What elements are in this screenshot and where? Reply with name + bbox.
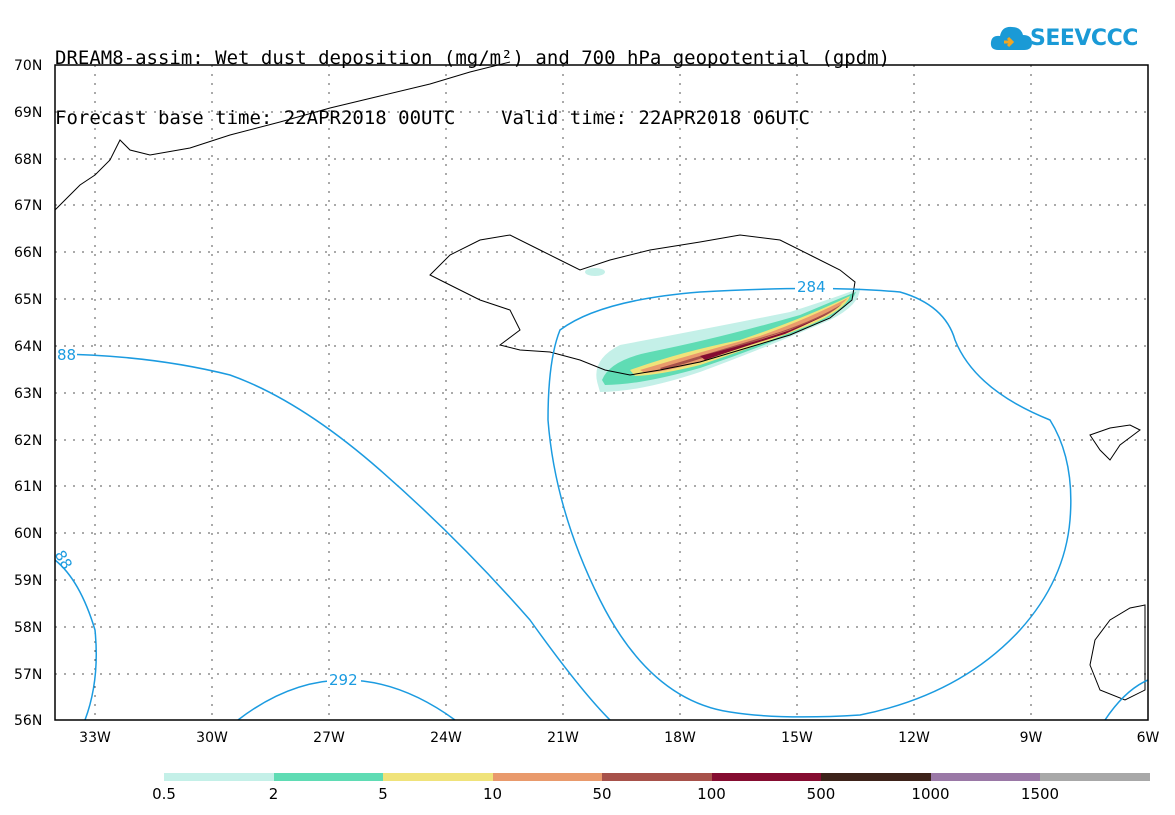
lon-label: 21W bbox=[547, 730, 579, 746]
contour-288-west bbox=[54, 353, 611, 721]
lat-label: 60N bbox=[14, 526, 42, 542]
longitude-labels: 33W 30W 27W 24W 21W 18W 15W 12W 9W 6W bbox=[79, 730, 1159, 746]
lat-label: 56N bbox=[14, 713, 42, 729]
lat-label: 70N bbox=[14, 58, 42, 74]
lat-label: 61N bbox=[14, 479, 42, 495]
logo-text: SEEVCCC bbox=[1030, 26, 1138, 51]
contour-288-se bbox=[1104, 679, 1149, 721]
colorbar-segment bbox=[383, 773, 493, 781]
dust-plume bbox=[585, 268, 860, 392]
lon-label: 24W bbox=[430, 730, 462, 746]
title-line-1: DREAM8-assim: Wet dust deposition (mg/m²… bbox=[55, 47, 891, 69]
lon-label: 30W bbox=[196, 730, 228, 746]
colorbar-label: 1500 bbox=[1020, 785, 1060, 803]
colorbar-label: 2 bbox=[268, 785, 279, 803]
lat-label: 65N bbox=[14, 292, 42, 308]
colorbar-label: 10 bbox=[482, 785, 503, 803]
contour-288-sw bbox=[54, 559, 97, 721]
map-frame bbox=[54, 64, 1149, 721]
map-figure: 284 88 88 292 70N 69N 68N 67N 66N 65N 64… bbox=[14, 58, 1160, 746]
lat-label: 58N bbox=[14, 620, 42, 636]
coastlines bbox=[54, 61, 1146, 701]
seevccc-logo: SEEVCCC bbox=[990, 22, 1140, 56]
colorbar-label: 5 bbox=[378, 785, 388, 803]
contour-label-288-a: 88 bbox=[57, 346, 76, 364]
lon-label: 15W bbox=[781, 730, 813, 746]
lat-label: 64N bbox=[14, 339, 42, 355]
map-title: DREAM8-assim: Wet dust deposition (mg/m²… bbox=[55, 8, 890, 148]
lat-label: 66N bbox=[14, 245, 42, 261]
colorbar-segment bbox=[711, 773, 821, 781]
colorbar-segment bbox=[602, 773, 712, 781]
lat-label: 57N bbox=[14, 667, 42, 683]
lat-label: 67N bbox=[14, 198, 42, 214]
lat-label: 59N bbox=[14, 573, 42, 589]
contour-label-292: 292 bbox=[329, 671, 358, 689]
colorbar-segment bbox=[930, 773, 1040, 781]
lon-label: 27W bbox=[313, 730, 345, 746]
geopotential-contours bbox=[54, 287, 1149, 721]
lon-label: 9W bbox=[1020, 730, 1043, 746]
colorbar-label: 1000 bbox=[911, 785, 950, 803]
cloud-icon bbox=[990, 26, 1032, 50]
colorbar-label: 50 bbox=[592, 785, 612, 803]
colorbar-segment bbox=[273, 773, 383, 781]
contour-284 bbox=[547, 287, 1072, 718]
colorbar-segment bbox=[1040, 773, 1150, 781]
lat-label: 68N bbox=[14, 152, 42, 168]
lon-label: 33W bbox=[79, 730, 111, 746]
colorbar-label: 0.5 bbox=[152, 785, 176, 803]
lon-label: 6W bbox=[1137, 730, 1160, 746]
lat-label: 63N bbox=[14, 386, 42, 402]
contour-labels: 284 88 88 292 bbox=[51, 278, 833, 689]
colorbar-segment bbox=[821, 773, 931, 781]
contour-label-284: 284 bbox=[797, 278, 826, 296]
grid-lines bbox=[55, 65, 1148, 720]
lat-label: 62N bbox=[14, 433, 42, 449]
lat-label: 69N bbox=[14, 105, 42, 121]
title-line-2: Forecast base time: 22APR2018 00UTC Vali… bbox=[55, 107, 810, 129]
lon-label: 18W bbox=[664, 730, 696, 746]
lon-label: 12W bbox=[898, 730, 930, 746]
colorbar-label: 500 bbox=[806, 785, 836, 803]
colorbar-segment bbox=[164, 773, 274, 781]
colorbar-segment bbox=[492, 773, 602, 781]
latitude-labels: 70N 69N 68N 67N 66N 65N 64N 63N 62N 61N … bbox=[14, 58, 42, 729]
colorbar-label: 100 bbox=[697, 785, 726, 803]
